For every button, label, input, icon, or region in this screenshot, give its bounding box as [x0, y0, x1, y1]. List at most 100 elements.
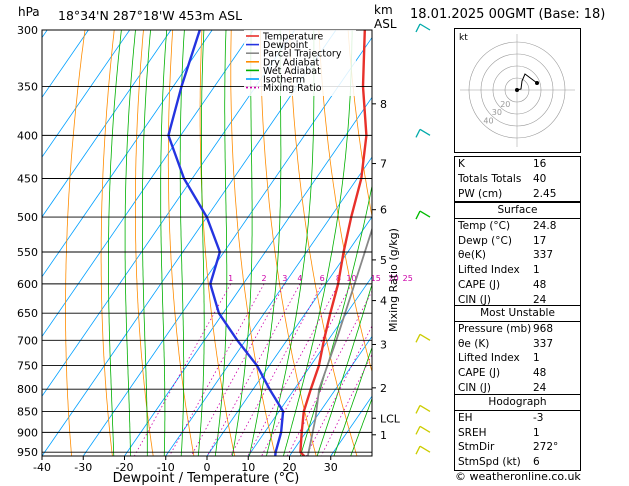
- height-tick-label: 5: [380, 254, 387, 267]
- height-tick-label: 4: [380, 295, 387, 308]
- mu-cin-row: CIN (J) 24: [458, 381, 547, 394]
- stmdir-row: StmDir 272°: [458, 441, 559, 454]
- mu-cape-row: CAPE (J) 48: [458, 367, 547, 380]
- x-tick-label: 10: [241, 461, 255, 474]
- wind-barb: [419, 445, 431, 453]
- isotherm-line: [42, 30, 89, 99]
- surface-theta-e-row: θe(K) 337: [458, 249, 554, 262]
- isotherm-line: [165, 156, 372, 456]
- mixing-ratio-axis-title: Mixing Ratio (g/kg): [387, 228, 400, 332]
- x-tick-label: 30: [324, 461, 338, 474]
- dry-adiabat-line: [318, 30, 372, 374]
- isotherm-line: [42, 30, 131, 158]
- wind-barb: [419, 23, 431, 31]
- x-tick-label: -30: [74, 461, 92, 474]
- isotherm-line: [42, 30, 172, 218]
- dry-adiabat-line: [611, 30, 629, 456]
- pressure-tick-label: 350: [17, 80, 38, 93]
- indices-table: K 16 Totals Totals 40 PW (cm) 2.45: [454, 156, 581, 203]
- surface-temp-row: Temp (°C) 24.8: [455, 217, 580, 234]
- isotherm-line: [289, 335, 372, 456]
- wind-barb-feather: [415, 445, 421, 455]
- mu-pressure-row: Pressure (mb) 968: [455, 320, 580, 337]
- surface-title: Surface: [497, 204, 538, 216]
- datetime-label: 18.01.2025 00GMT (Base: 18): [410, 7, 606, 22]
- isotherm-line: [247, 275, 372, 456]
- mixing-ratio-line: [286, 290, 372, 456]
- wind-barb: [419, 404, 431, 412]
- surface-table: Surface Temp (°C) 24.8 Dewp (°C) 17 θe(K) 3…: [454, 202, 581, 309]
- x-tick-label: -40: [33, 461, 51, 474]
- hodograph-table-title: Hodograph: [488, 396, 547, 408]
- isotherm-line: [82, 36, 372, 456]
- mixing-ratio-label: 4: [297, 274, 302, 283]
- pressure-tick-label: 750: [17, 360, 38, 373]
- dry-adiabat-line: [582, 30, 629, 456]
- pressure-tick-label: 950: [17, 446, 38, 459]
- mu-theta-e-row: θe (K) 337: [458, 337, 554, 350]
- pressure-tick-label: 500: [17, 211, 38, 224]
- pressure-tick-label: 450: [17, 173, 38, 186]
- isotherm-line: [42, 30, 296, 397]
- pressure-tick-label: 700: [17, 334, 38, 347]
- hodograph-trace: [516, 73, 538, 91]
- surface-li-row: Lifted Index 1: [458, 264, 540, 277]
- x-tick-label: 0: [204, 461, 211, 474]
- km-label: km: [374, 3, 393, 17]
- height-tick-label: 6: [380, 204, 387, 217]
- height-tick-label: 3: [380, 338, 387, 351]
- dry-adiabat-line: [347, 30, 372, 219]
- pressure-tick-label: 600: [17, 278, 38, 291]
- wind-barb: [419, 333, 431, 341]
- surface-cape-row: CAPE (J) 48: [458, 278, 547, 291]
- most-unstable-table: Most Unstable Pressure (mb) 968 θe (K) 337…: [454, 305, 581, 397]
- stmspd-row: StmSpd (kt) 6: [458, 456, 540, 469]
- pressure-tick-label: 850: [17, 405, 38, 418]
- x-axis-title: Dewpoint / Temperature (°C): [113, 471, 300, 486]
- wind-barb: [419, 210, 431, 218]
- mixing-ratio-label: 1: [228, 274, 233, 283]
- legend-label: Parcel Trajectory: [263, 49, 342, 60]
- height-tick-label: 7: [380, 158, 387, 171]
- hpa-label: hPa: [18, 5, 40, 19]
- asl-label: ASL: [374, 17, 397, 31]
- isotherm-line: [42, 30, 213, 278]
- pressure-tick-label: 400: [17, 129, 38, 142]
- wind-barb-feather: [415, 334, 421, 343]
- legend-label: Dry Adiabat: [263, 57, 320, 68]
- wet-adiabat-line: [179, 30, 185, 456]
- legend-label: Wet Adiabat: [263, 66, 321, 77]
- isotherm-line: [206, 216, 372, 456]
- mixing-ratio-label: 2: [262, 274, 267, 283]
- most-unstable-title: Most Unstable: [480, 307, 555, 319]
- mu-li-row: Lifted Index 1: [458, 352, 540, 365]
- location-label: 18°34'N 287°18'W 453m ASL: [58, 8, 243, 23]
- legend-label: Temperature: [262, 32, 323, 43]
- pw-row: PW (cm) 2.45: [458, 187, 557, 200]
- wet-adiabat-line: [160, 30, 168, 456]
- hodograph-ring-label: 40: [483, 117, 493, 126]
- hodograph-origin-dot: [515, 88, 519, 92]
- eh-row: EH -3: [455, 409, 580, 426]
- mixing-ratio-line: [247, 283, 339, 456]
- hodograph-storm-dot: [535, 81, 539, 85]
- dry-adiabat-line: [100, 30, 115, 456]
- x-tick-label: -20: [116, 461, 134, 474]
- wet-adiabat-line: [197, 30, 205, 456]
- sreh-row: SREH 1: [458, 426, 540, 439]
- mixing-ratio-line: [133, 283, 232, 456]
- hodograph-ring-label: 30: [492, 108, 502, 117]
- isotherm-line: [42, 30, 337, 456]
- legend-background: [244, 30, 356, 96]
- wind-barb: [419, 425, 431, 433]
- hodograph-kt-label: kt: [459, 33, 468, 43]
- x-tick-label: -10: [157, 461, 175, 474]
- k-index-row: K 16: [458, 158, 547, 170]
- legend-label: Dewpoint: [263, 40, 308, 51]
- isotherm-line: [0, 30, 6, 456]
- pressure-tick-label: 900: [17, 426, 38, 439]
- mixing-ratio-label: 6: [320, 274, 325, 283]
- mixing-ratio-label: 25: [403, 274, 413, 283]
- surface-cin-row: CIN (J) 24: [458, 293, 547, 306]
- wet-adiabat-line: [141, 30, 151, 456]
